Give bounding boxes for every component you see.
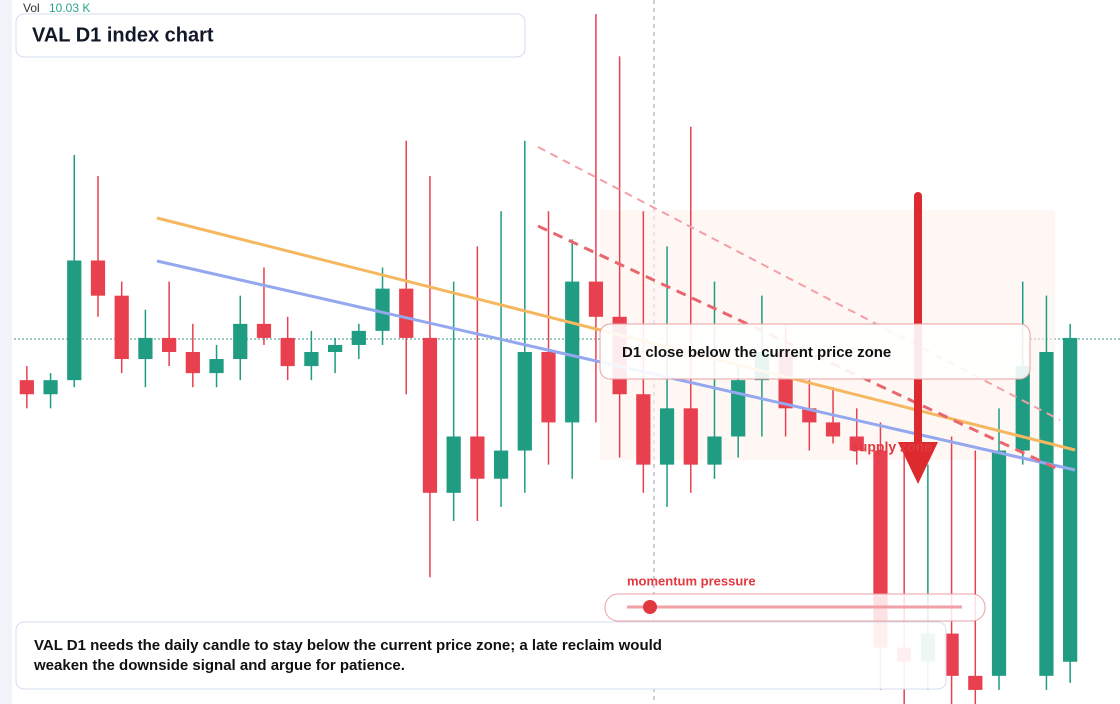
candle-body — [731, 380, 746, 437]
candle-body — [659, 408, 675, 465]
candle-body — [43, 380, 58, 395]
candle-body — [517, 352, 532, 451]
zone-label: supply zone — [851, 439, 932, 455]
candle-body — [19, 380, 34, 395]
candle-body — [636, 394, 651, 465]
candle-body — [1039, 352, 1054, 676]
candle-body — [968, 675, 983, 690]
candle-body — [991, 450, 1007, 676]
candle-body — [327, 344, 343, 352]
candle-body — [849, 436, 864, 451]
candle-body — [565, 281, 580, 423]
candle-body — [683, 408, 698, 465]
candle-body — [209, 359, 224, 374]
candle-body — [185, 352, 200, 374]
candle-body — [541, 352, 556, 423]
chart-title: VAL D1 index chart — [32, 24, 214, 46]
channel-line — [537, 224, 1061, 472]
candle-body — [375, 288, 390, 331]
candle-body — [825, 422, 841, 437]
candle-body — [162, 337, 177, 352]
candle-body — [67, 260, 82, 381]
title-box — [15, 13, 526, 58]
candle-body — [233, 323, 248, 360]
candle-body — [446, 436, 461, 493]
candle-body — [256, 323, 272, 338]
callout-text: D1 close below the current price zone — [622, 344, 891, 361]
candle-body — [470, 436, 485, 479]
candle-body — [351, 330, 366, 345]
gauge-knob — [643, 600, 657, 614]
candle-body — [399, 288, 414, 338]
note-wrap: VAL D1 needs the daily candle to stay be… — [34, 637, 662, 674]
candle-body — [1063, 337, 1078, 662]
arrow-head — [898, 442, 938, 484]
left-edge — [0, 0, 12, 704]
candle-body — [707, 436, 722, 465]
candle-body — [90, 260, 106, 296]
volume-value: 10.03 K — [49, 1, 90, 15]
candle-body — [588, 281, 604, 317]
candle-body — [422, 337, 438, 493]
candle-body — [944, 633, 959, 676]
callout-box — [599, 323, 1031, 380]
gauge-label: momentum pressure — [627, 573, 756, 588]
candle-body — [280, 337, 295, 367]
candle-body — [138, 337, 153, 360]
note-text: VAL D1 needs the daily candle to stay be… — [34, 637, 662, 674]
note-box — [15, 621, 947, 690]
candle-body — [304, 352, 319, 367]
candle-body — [493, 450, 509, 479]
candle-body — [114, 295, 129, 360]
volume-label: Vol — [23, 1, 40, 15]
candle-body — [1015, 366, 1030, 451]
